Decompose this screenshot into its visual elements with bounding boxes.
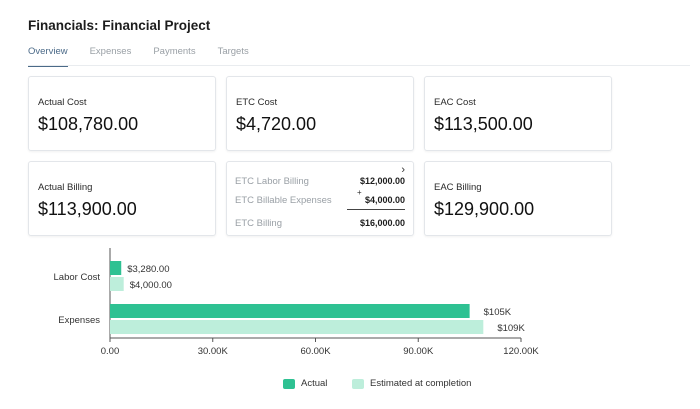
etc-billable-row: ETC Billable Expenses $4,000.00 xyxy=(235,195,405,206)
plus-sign: + xyxy=(357,188,362,197)
tab-overview[interactable]: Overview xyxy=(28,46,68,67)
bar-estimated xyxy=(110,277,124,291)
tabs-divider xyxy=(28,65,690,66)
etc-cost-card: ETC Cost $4,720.00 xyxy=(226,76,414,151)
etc-labor-label: ETC Labor Billing xyxy=(235,176,309,187)
x-tick-label: 30.00K xyxy=(198,346,229,357)
tab-bar: Overview Expenses Payments Targets xyxy=(28,46,249,67)
etc-labor-value: $12,000.00 xyxy=(359,176,405,186)
bar-data-label: $105K xyxy=(484,307,512,318)
legend-estimated-swatch xyxy=(352,378,364,389)
x-tick-label: 90.00K xyxy=(403,346,434,357)
legend-actual-label: Actual xyxy=(301,378,328,389)
bar-actual xyxy=(110,261,122,275)
bar-estimated xyxy=(110,320,484,334)
bar-actual xyxy=(110,304,470,318)
actual-billing-label: Actual Billing xyxy=(38,182,93,193)
y-category-label: Expenses xyxy=(58,315,100,326)
etc-labor-row: ETC Labor Billing $12,000.00 xyxy=(235,176,405,187)
legend-actual[interactable]: Actual xyxy=(283,378,327,389)
eac-billing-card: EAC Billing $129,900.00 xyxy=(424,161,612,236)
eac-cost-card: EAC Cost $113,500.00 xyxy=(424,76,612,151)
chevron-right-icon[interactable]: › xyxy=(401,164,405,176)
x-tick-label: 0.00 xyxy=(101,346,120,357)
actual-cost-value: $108,780.00 xyxy=(38,114,139,134)
bar-data-label: $3,280.00 xyxy=(127,264,169,275)
eac-billing-value: $129,900.00 xyxy=(434,199,535,219)
etc-billing-card[interactable]: › ETC Labor Billing $12,000.00 + ETC Bil… xyxy=(226,161,414,236)
actual-cost-label: Actual Cost xyxy=(38,97,87,108)
legend-estimated-label: Estimated at completion xyxy=(370,378,472,389)
eac-billing-label: EAC Billing xyxy=(434,182,482,193)
actual-cost-card: Actual Cost $108,780.00 xyxy=(28,76,216,151)
x-tick-label: 60.00K xyxy=(300,346,331,357)
bar-data-label: $109K xyxy=(497,323,525,334)
etc-billable-label: ETC Billable Expenses xyxy=(235,195,332,206)
etc-cost-value: $4,720.00 xyxy=(236,114,317,134)
tab-targets[interactable]: Targets xyxy=(217,46,249,57)
actual-billing-value: $113,900.00 xyxy=(38,199,137,219)
etc-total-value: $16,000.00 xyxy=(359,218,405,228)
y-category-label: Labor Cost xyxy=(54,272,101,283)
x-tick-label: 120.00K xyxy=(503,346,539,357)
actual-billing-card: Actual Billing $113,900.00 xyxy=(28,161,216,236)
tab-payments[interactable]: Payments xyxy=(153,46,196,57)
legend-actual-swatch xyxy=(283,378,295,389)
etc-total-row: ETC Billing $16,000.00 xyxy=(235,218,405,229)
cost-bar-chart: 0.00 30.00K 60.00K 90.00K 120.00K Labor Cost $… xyxy=(54,248,539,357)
etc-billable-value: $4,000.00 xyxy=(364,195,405,205)
tab-expenses[interactable]: Expenses xyxy=(89,46,132,57)
etc-cost-label: ETC Cost xyxy=(236,97,278,108)
eac-cost-label: EAC Cost xyxy=(434,97,476,108)
page-title: Financials: Financial Project xyxy=(28,18,211,33)
sum-divider xyxy=(347,209,405,210)
bar-data-label: $4,000.00 xyxy=(130,280,172,291)
legend-estimated[interactable]: Estimated at completion xyxy=(352,378,471,389)
eac-cost-value: $113,500.00 xyxy=(434,114,533,134)
etc-total-label: ETC Billing xyxy=(235,218,282,229)
